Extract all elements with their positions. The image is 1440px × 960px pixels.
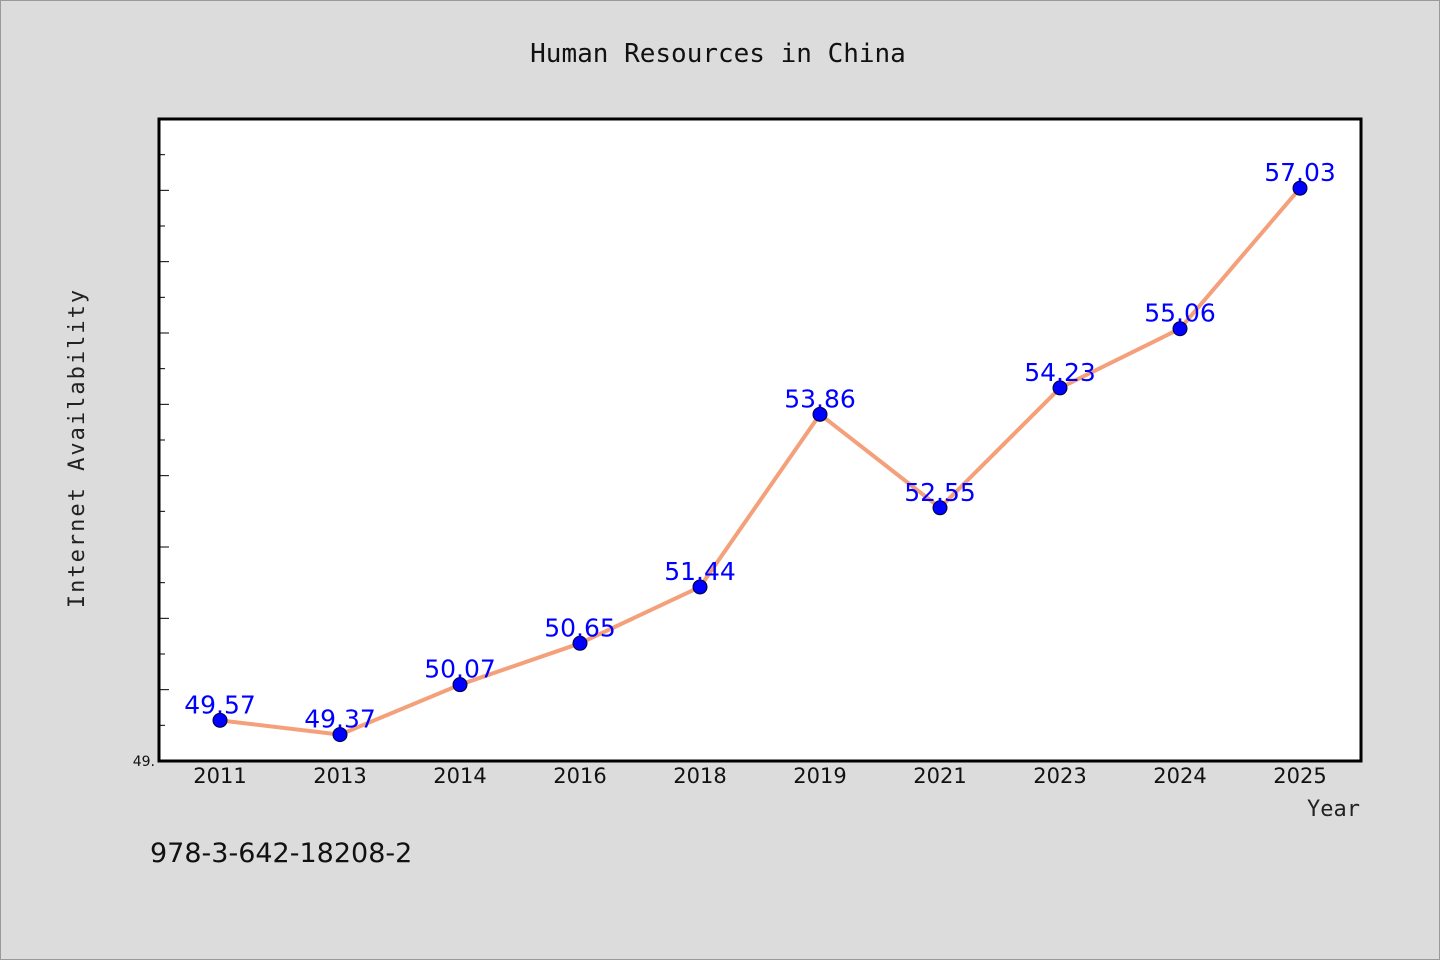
data-label: 53.86: [784, 384, 856, 413]
data-point: [1292, 180, 1308, 196]
footer-code: 978-3-642-18208-2: [150, 838, 412, 869]
data-label: 52.55: [904, 478, 976, 507]
x-tick-label: 2024: [1153, 764, 1206, 788]
x-tick-label: 2025: [1273, 764, 1326, 788]
data-point: [452, 677, 468, 693]
data-label: 50.65: [544, 613, 616, 642]
y-axis-ticks: [159, 118, 169, 762]
x-tick-label: 2014: [433, 764, 486, 788]
x-tick-label: 2018: [673, 764, 726, 788]
plot-area: [157, 117, 1363, 763]
chart-title: Human Resources in China: [530, 39, 906, 69]
data-point: [932, 500, 948, 516]
data-point: [812, 406, 828, 422]
y-axis-label: Internet Availability: [65, 288, 90, 608]
data-label: 50.07: [424, 655, 496, 684]
data-label: 57.03: [1264, 158, 1336, 187]
x-tick-label: 2016: [553, 764, 606, 788]
data-point: [1172, 321, 1188, 337]
x-tick-label: 2011: [193, 764, 246, 788]
x-tick-label: 2023: [1033, 764, 1086, 788]
data-point: [212, 712, 228, 728]
x-tick-label: 2019: [793, 764, 846, 788]
data-point: [572, 635, 588, 651]
series-line: [218, 186, 1302, 737]
data-label: 51.44: [664, 557, 736, 586]
x-tick-label: 2021: [913, 764, 966, 788]
x-tick-label: 2013: [313, 764, 366, 788]
data-label: 54.23: [1024, 358, 1096, 387]
data-label: 49.37: [304, 705, 376, 734]
data-point: [1052, 380, 1068, 396]
data-point: [332, 727, 348, 743]
y-axis-min-label: 49.: [133, 754, 155, 770]
x-axis-ticks: 2011 2013 2014 2016 2018 2019 2021 2023 2024 2025: [193, 764, 1326, 788]
data-label-layer: 49.57 49.37 50.07 50.65 51.44 53.86 52.55 54.23…: [184, 158, 1336, 733]
series-layer: [212, 180, 1308, 743]
x-axis-label: Year: [1307, 797, 1360, 822]
data-point: [692, 579, 708, 595]
data-label: 49.57: [184, 690, 256, 719]
data-label: 55.06: [1144, 299, 1216, 328]
